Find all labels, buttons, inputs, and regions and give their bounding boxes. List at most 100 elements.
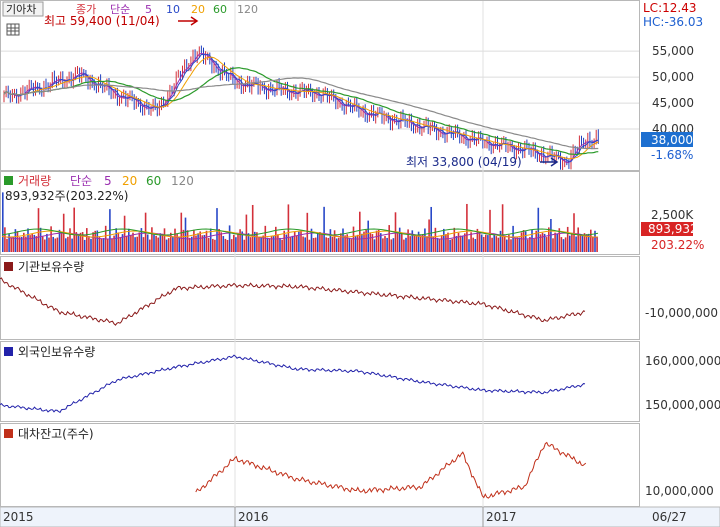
volume-bar: [518, 237, 521, 252]
volume-bar: [350, 239, 353, 252]
legend-ma60: 60: [213, 3, 227, 16]
volume-bar: [556, 233, 558, 252]
volume-bar: [233, 234, 235, 252]
volume-bar: [583, 233, 586, 252]
volume-bar: [172, 236, 174, 252]
volume-bar: [86, 228, 88, 252]
volume-bar: [176, 233, 178, 252]
volume-bar: [10, 237, 12, 252]
volume-legend-ma5: 5: [104, 174, 112, 188]
volume-bar: [159, 233, 162, 252]
low-label: 최저 33,800 (04/19): [406, 155, 522, 169]
volume-bar: [501, 204, 504, 252]
price-legend: 기아차 종가 단순 5 10 20 60 120: [2, 1, 258, 36]
volume-bar: [474, 238, 477, 252]
volume-bar: [224, 238, 227, 252]
volume-bar: [554, 232, 556, 252]
volume-bar: [41, 236, 44, 252]
stock-name: 기아차: [6, 3, 36, 16]
volume-bar: [331, 236, 334, 252]
volume-bar: [535, 230, 537, 252]
volume-bar: [146, 234, 149, 252]
volume-bar: [411, 230, 414, 252]
volume-bar: [327, 237, 330, 252]
volume-bar: [445, 234, 447, 252]
institution-title: 기관보유수량: [18, 260, 84, 274]
volume-bar: [6, 238, 8, 252]
volume-bar: [220, 232, 222, 252]
volume-bar: [191, 236, 193, 252]
volume-bar: [214, 239, 216, 252]
volume-bar: [417, 231, 420, 252]
volume-bar: [424, 228, 426, 252]
volume-bar: [77, 234, 80, 252]
legend-ma120: 120: [237, 3, 258, 16]
volume-bar: [377, 229, 380, 252]
volume-bar: [455, 236, 458, 252]
volume-bar: [56, 237, 59, 252]
volume-bar: [260, 236, 262, 252]
volume-bar: [121, 234, 124, 252]
volume-bar: [596, 237, 598, 252]
legend-ma5: 5: [145, 3, 152, 16]
volume-bar: [132, 232, 134, 252]
volume-bar: [375, 230, 378, 252]
volume-bar: [33, 234, 36, 252]
volume-bar: [464, 233, 466, 252]
volume-bar: [508, 234, 510, 252]
volume-bar: [344, 235, 346, 252]
volume-bar: [16, 231, 19, 252]
volume-bar: [29, 235, 31, 252]
volume-bar: [113, 235, 115, 252]
volume-bar: [533, 238, 535, 252]
volume-bar: [468, 239, 470, 252]
volume-bar: [541, 232, 544, 252]
volume-bar: [25, 236, 27, 252]
volume-bar: [346, 234, 348, 252]
volume-bar: [81, 232, 84, 252]
volume-bar: [279, 237, 281, 252]
volume-bar: [581, 235, 584, 252]
volume-bar: [527, 239, 529, 252]
volume-bar: [115, 228, 117, 252]
volume-bar: [373, 239, 376, 252]
volume-bar: [302, 236, 304, 252]
volume-bar: [392, 238, 395, 252]
table-icon[interactable]: [6, 23, 20, 36]
volume-bar: [277, 234, 279, 252]
volume-bar: [8, 234, 10, 252]
volume-bar: [247, 233, 250, 252]
volume-bar: [125, 235, 128, 252]
volume-bar: [512, 225, 514, 252]
volume-bar: [188, 237, 191, 252]
volume-bar: [363, 231, 365, 252]
volume-bar: [529, 237, 531, 252]
volume-bar: [130, 235, 132, 252]
price-y-tick: 55,000: [652, 44, 694, 58]
volume-bar: [23, 232, 25, 252]
volume-bar: [237, 234, 239, 252]
volume-bar: [348, 238, 351, 252]
volume-bar: [67, 236, 69, 252]
volume-bar: [590, 229, 592, 252]
volume-bar: [256, 232, 258, 252]
lending-panel-frame: [0, 423, 640, 507]
volume-bar: [531, 229, 533, 252]
volume-bar: [356, 234, 359, 252]
volume-bar: [491, 237, 493, 252]
legend-price: 종가: [76, 3, 96, 16]
volume-bar: [254, 231, 256, 252]
volume-bar: [333, 230, 336, 252]
stock-name-box[interactable]: [2, 1, 44, 17]
volume-bar: [325, 237, 327, 252]
volume-current: 893,932주(203.22%): [5, 189, 128, 203]
volume-bar: [283, 230, 285, 252]
volume-bar: [562, 239, 565, 252]
volume-bar: [201, 235, 204, 252]
volume-bar: [83, 239, 86, 252]
volume-bar: [478, 232, 481, 252]
volume-bar: [134, 237, 136, 252]
volume-bar: [27, 228, 29, 252]
volume-bar: [436, 237, 439, 252]
